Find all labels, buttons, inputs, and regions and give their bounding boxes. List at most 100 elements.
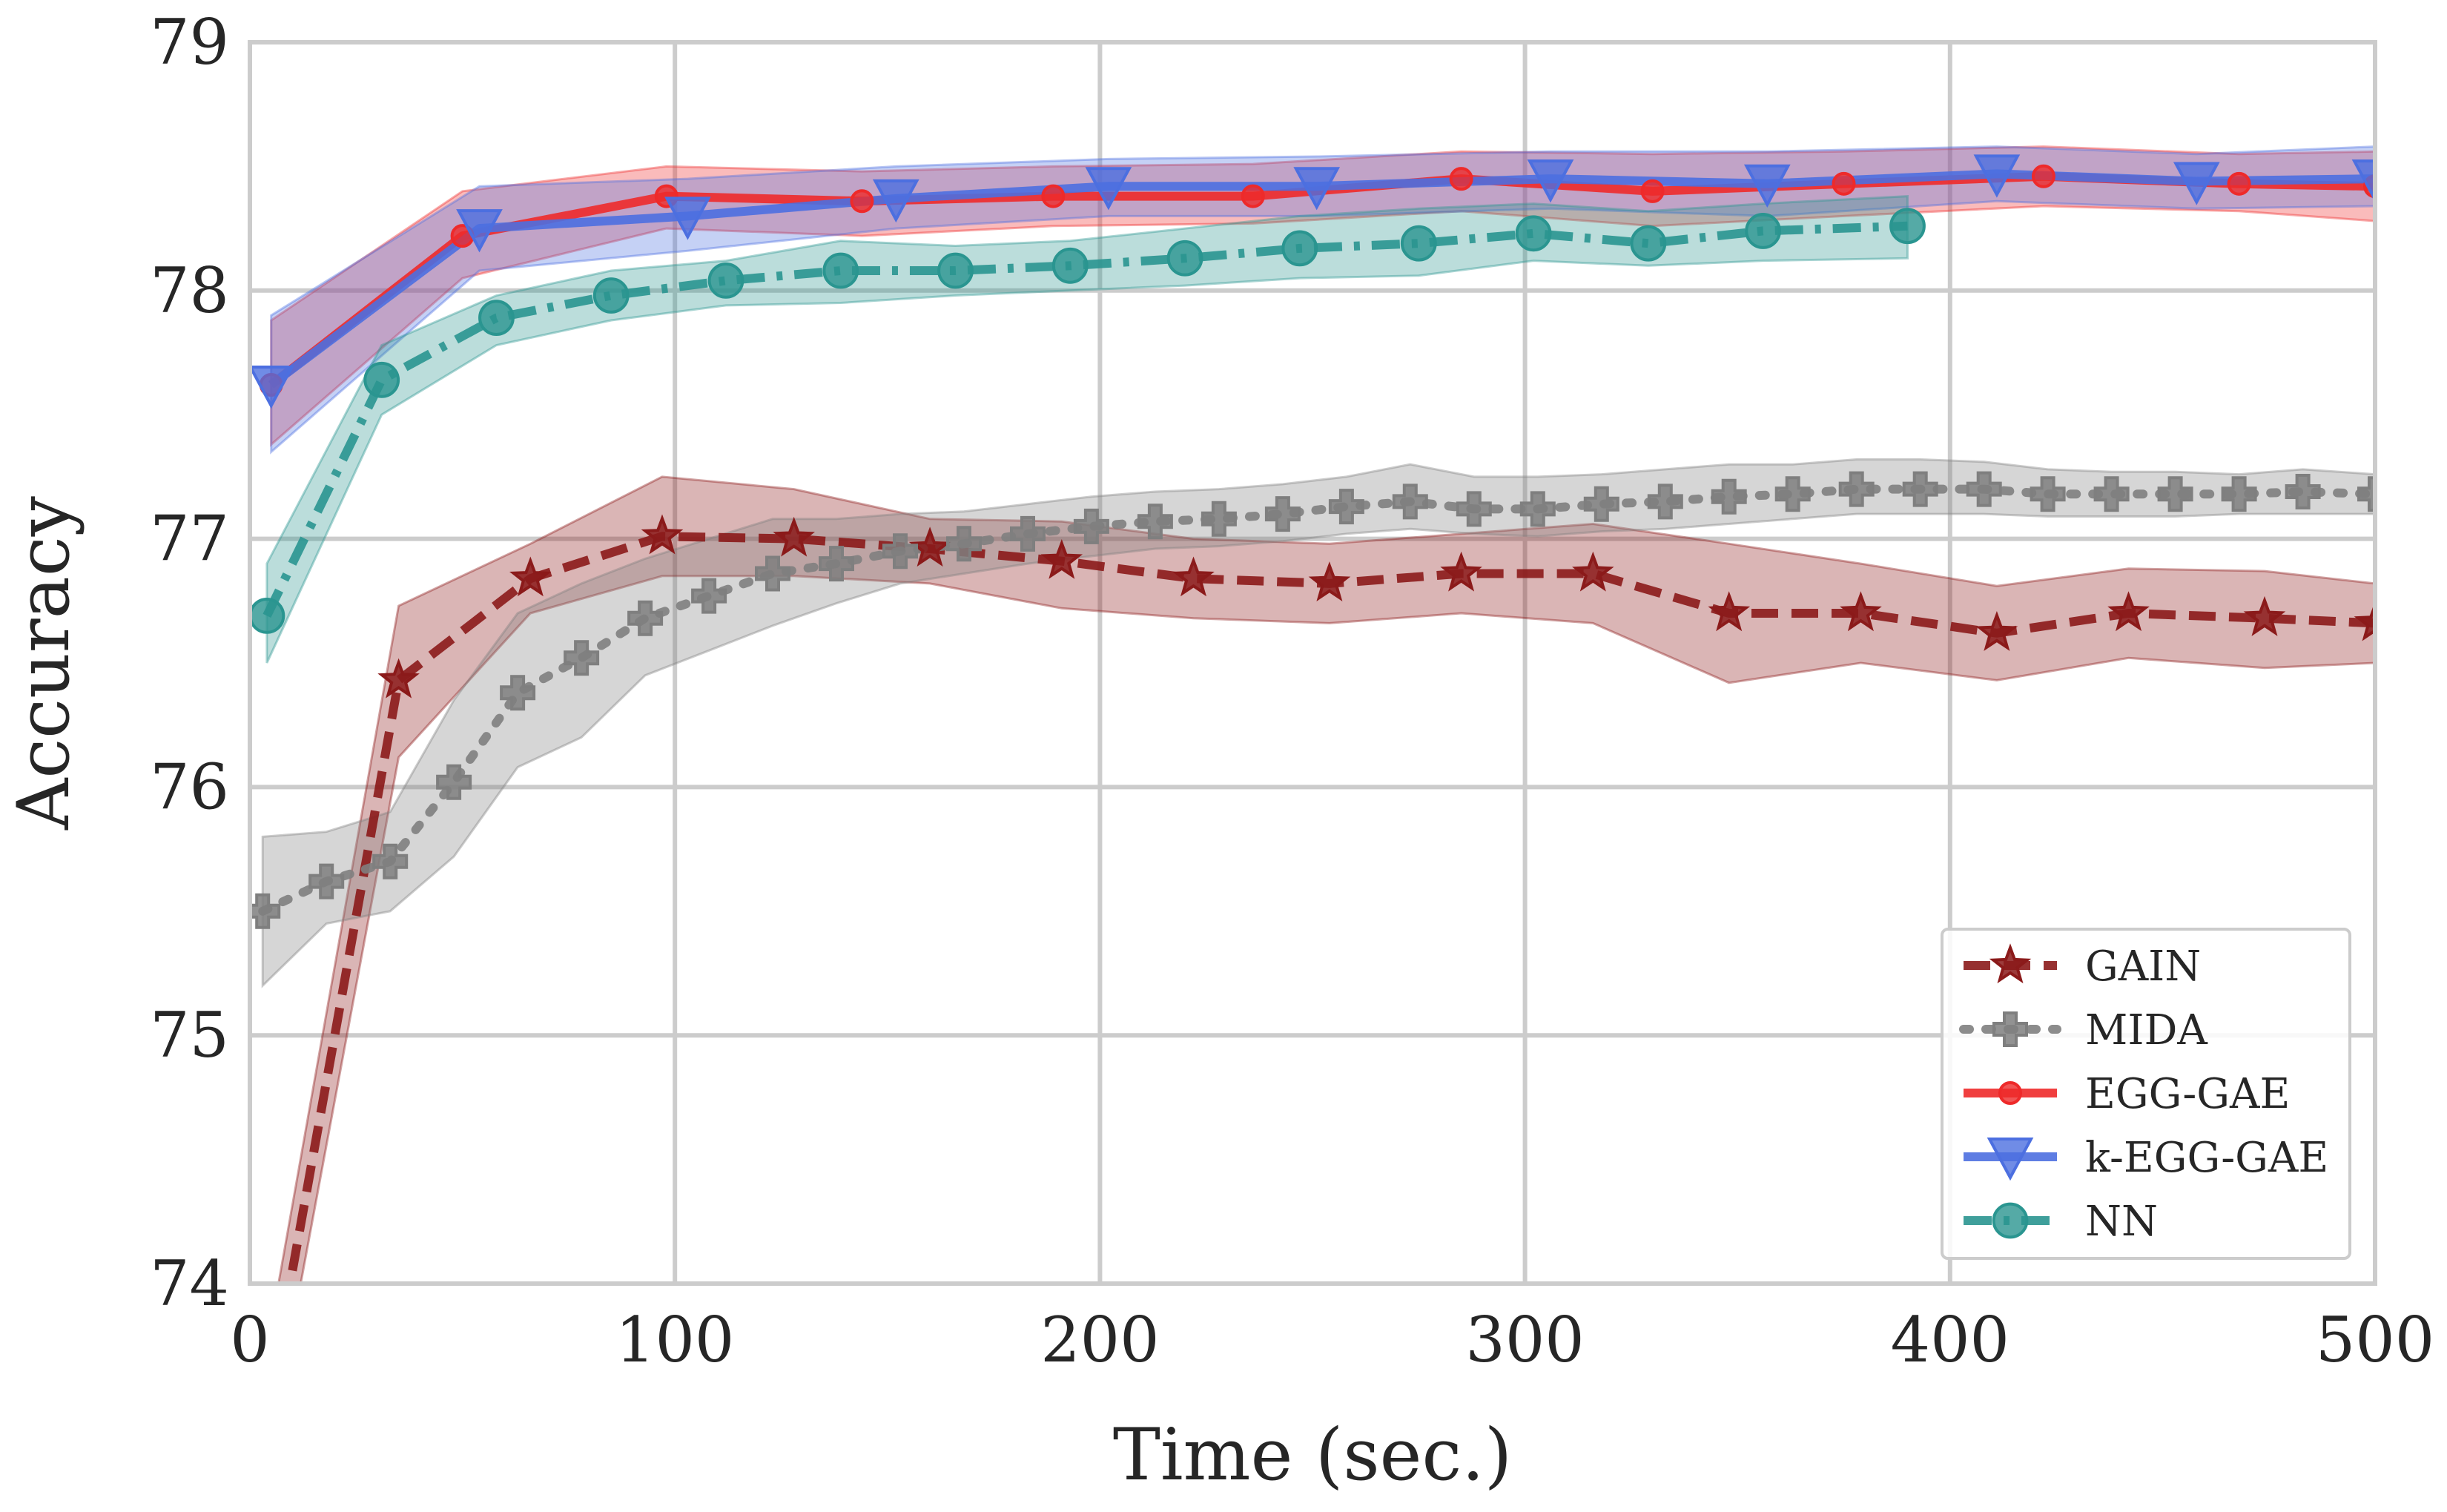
nn-data-point xyxy=(592,277,630,314)
mida-data-point xyxy=(1966,471,2002,507)
mida-data-point xyxy=(2030,476,2066,512)
mida-data-point xyxy=(1647,483,1683,520)
k-egg-gae-confidence-band xyxy=(270,145,2375,455)
mida-data-point xyxy=(1010,515,1046,552)
gain-data-point xyxy=(377,658,420,699)
x-tick-label: 300 xyxy=(1465,1304,1584,1376)
egg-gae-data-point xyxy=(850,189,874,214)
gain-data-point xyxy=(1840,591,1882,632)
egg-gae-data-point xyxy=(1832,171,1856,196)
nn-data-point xyxy=(1281,230,1318,267)
x-tick-label: 100 xyxy=(615,1304,734,1376)
nn-data-point xyxy=(250,597,285,634)
mida-data-point xyxy=(308,863,345,899)
gain-data-point xyxy=(233,1489,267,1512)
nn-data-point xyxy=(363,361,400,398)
nn-data-point xyxy=(937,252,974,289)
legend-item-mida: MIDA xyxy=(1959,1006,2207,1054)
k-egg-gae-data-point xyxy=(872,179,919,223)
mida-data-point xyxy=(500,675,536,711)
mida-data-point xyxy=(2357,476,2375,512)
legend-swatch-marker xyxy=(1998,1081,2022,1105)
nn-data-point xyxy=(1745,213,1781,249)
mida-data-point xyxy=(1583,486,1619,522)
k-egg-gae-data-point xyxy=(664,197,711,240)
legend-item-k-egg-gae: k-EGG-GAE xyxy=(1964,1134,2328,1182)
mida-line xyxy=(258,484,2375,916)
legend-item-egg-gae: EGG-GAE xyxy=(1964,1070,2290,1118)
legend-item-gain: GAIN xyxy=(1964,942,2201,991)
nn-data-point xyxy=(1515,215,1552,252)
mida-data-point xyxy=(627,600,664,636)
x-tick-labels: 0 100 200 300 400 500 xyxy=(230,1304,2434,1376)
gain-data-point xyxy=(1708,591,1751,632)
mida-data-point xyxy=(1264,496,1301,532)
mida-data-point xyxy=(2157,476,2193,512)
legend: GAIN MIDA EGG-GAE k-EGG-GAE NN xyxy=(1941,928,2351,1260)
x-tick-label: 400 xyxy=(1891,1304,2010,1376)
x-tick-label: 200 xyxy=(1040,1304,1159,1376)
mida-data-point xyxy=(882,533,918,570)
mida-data-point xyxy=(1137,504,1173,540)
legend-label: NN xyxy=(2085,1198,2158,1246)
mida-data-point xyxy=(1838,471,1875,507)
gain-data-point xyxy=(2243,595,2286,636)
mida-data-point xyxy=(436,764,472,800)
legend-label: MIDA xyxy=(2085,1006,2207,1054)
legend-swatch-marker xyxy=(1987,1138,2034,1181)
mida-data-point xyxy=(564,640,600,676)
gain-data-point xyxy=(773,516,815,557)
k-egg-gae-data-point xyxy=(250,366,295,409)
mida-confidence-band xyxy=(261,458,2375,988)
k-egg-gae-data-point xyxy=(2351,159,2375,203)
y-tick-label: 78 xyxy=(150,254,229,327)
mida-data-point xyxy=(372,843,409,879)
gain-data-point xyxy=(1308,561,1351,601)
egg-gae-data-point xyxy=(2227,171,2251,196)
gain-data-point xyxy=(908,526,951,567)
k-egg-gae-data-point xyxy=(1085,167,1132,211)
nn-data-point xyxy=(1051,247,1089,284)
gain-confidence-band xyxy=(277,475,2375,1284)
gain-data-point xyxy=(1172,556,1215,597)
k-egg-gae-data-point xyxy=(1293,167,1341,211)
legend-swatch-marker xyxy=(1989,943,2032,984)
gain-data-point xyxy=(1975,611,2018,651)
legend-item-nn: NN xyxy=(1964,1198,2158,1246)
mida-data-point xyxy=(1328,489,1364,525)
y-tick-labels: 74 75 76 77 78 79 xyxy=(150,6,229,1320)
nn-data-point xyxy=(1630,225,1667,262)
k-egg-gae-data-point xyxy=(1743,164,1791,208)
series-markers xyxy=(233,154,2375,1512)
gain-data-point xyxy=(509,556,552,597)
nn-data-point xyxy=(707,263,744,299)
mida-data-point xyxy=(1774,476,1811,512)
y-tick-label: 77 xyxy=(150,503,229,575)
mida-data-point xyxy=(1392,483,1428,520)
egg-gae-data-point xyxy=(1640,179,1665,203)
mida-data-point xyxy=(250,893,281,929)
x-tick-label: 500 xyxy=(2316,1304,2434,1376)
egg-gae-data-point xyxy=(1241,184,1265,208)
egg-gae-data-point xyxy=(1449,167,1473,191)
confidence-bands xyxy=(261,145,2375,1284)
nn-confidence-band xyxy=(265,195,1909,664)
mida-data-point xyxy=(691,578,727,614)
mida-data-point xyxy=(1456,491,1492,527)
egg-gae-data-point xyxy=(2031,164,2055,188)
y-tick-label: 76 xyxy=(150,750,229,823)
legend-swatch-marker xyxy=(1992,1202,2029,1239)
mida-data-point xyxy=(1711,478,1747,515)
egg-gae-confidence-band xyxy=(270,145,2375,447)
nn-data-point xyxy=(1889,208,1926,245)
legend-label: k-EGG-GAE xyxy=(2085,1134,2328,1182)
y-tick-label: 74 xyxy=(150,1247,229,1320)
mida-data-point xyxy=(2221,476,2257,512)
y-tick-label: 79 xyxy=(150,6,229,79)
gain-data-point xyxy=(1572,551,1614,592)
mida-data-point xyxy=(1073,508,1109,544)
gain-data-point xyxy=(641,514,684,555)
gain-data-point xyxy=(1440,551,1482,592)
legend-label: GAIN xyxy=(2085,942,2201,991)
